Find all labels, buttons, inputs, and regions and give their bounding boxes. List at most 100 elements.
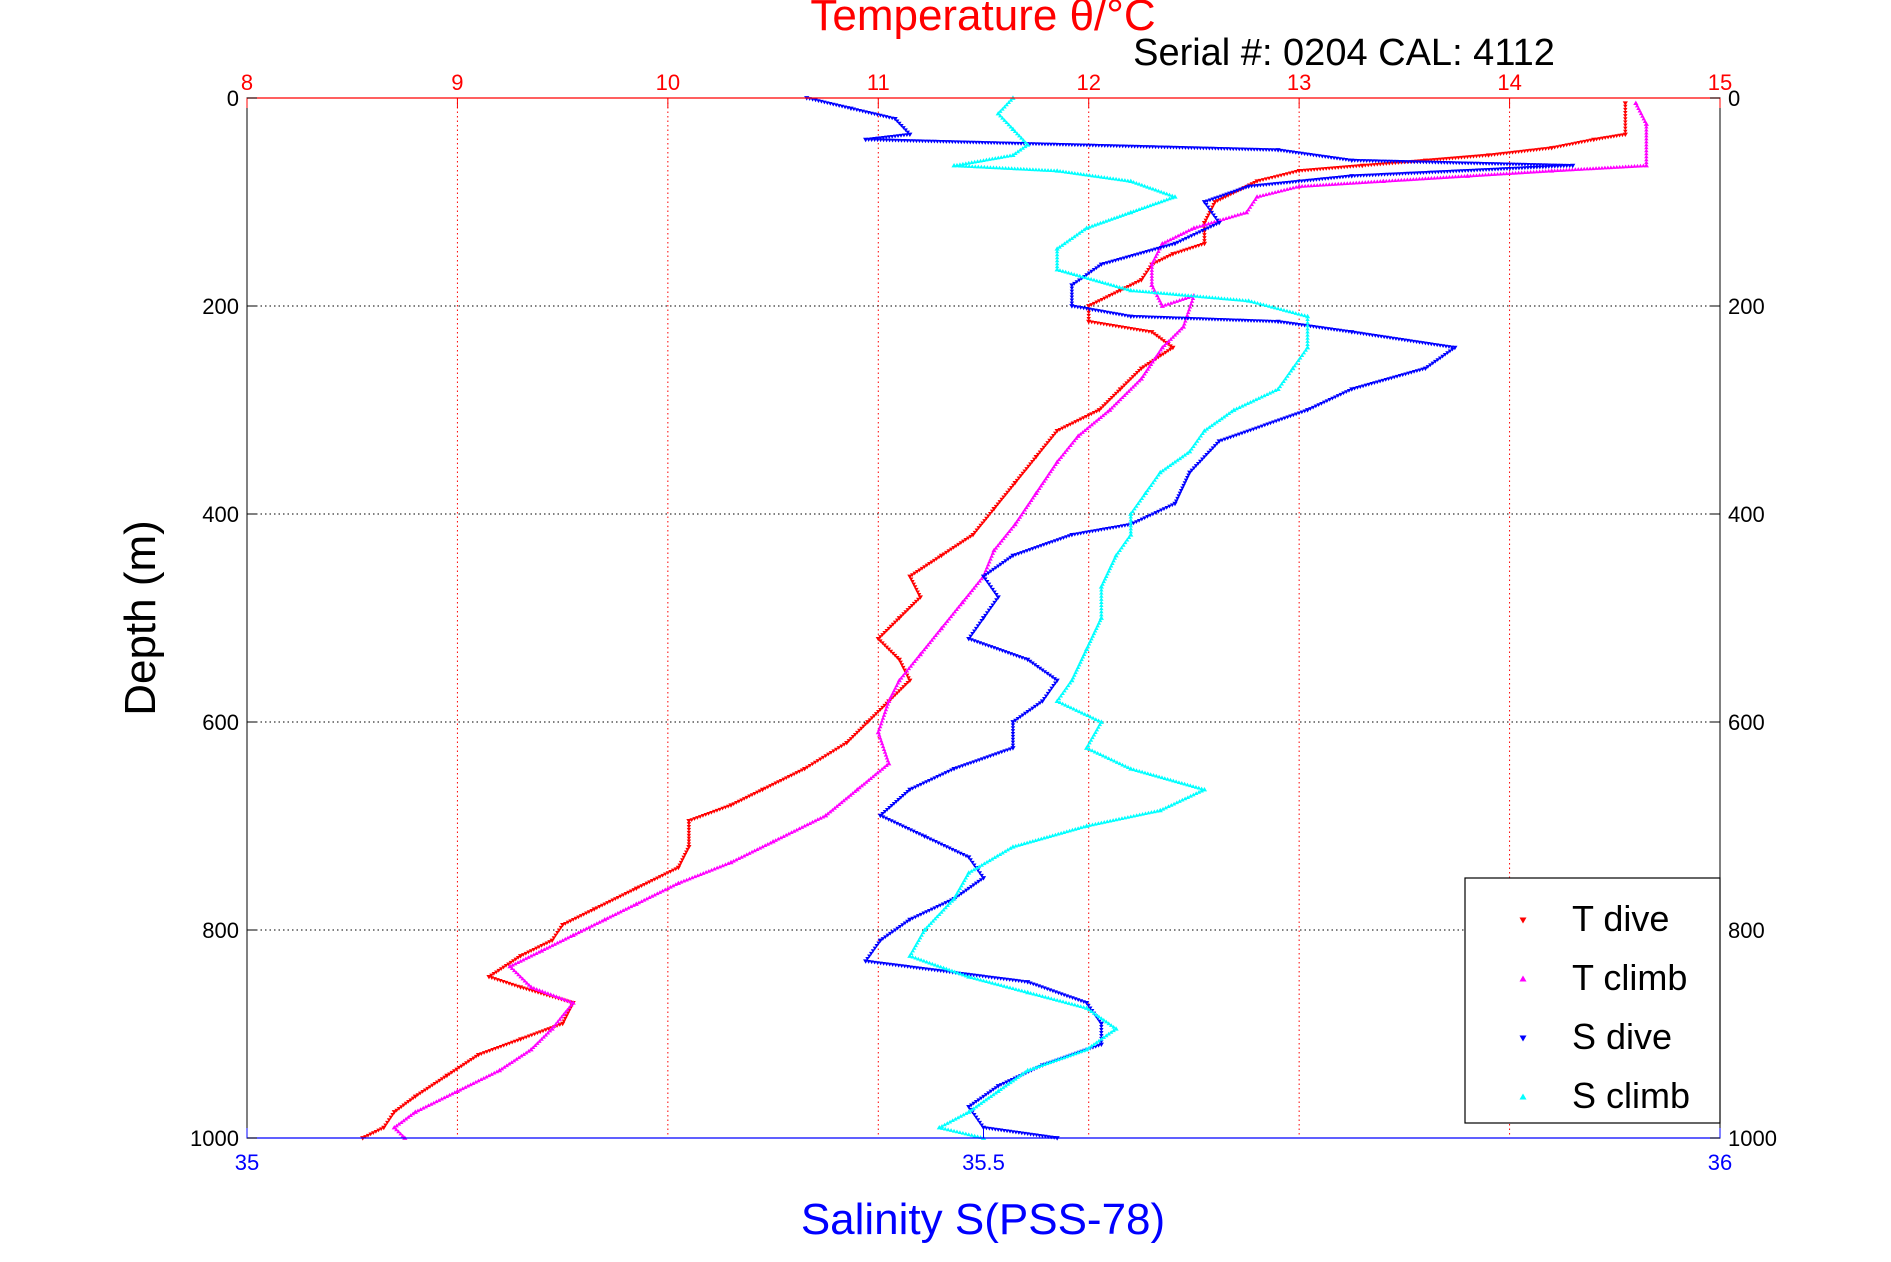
data-point [1391, 172, 1396, 177]
data-point [1149, 261, 1155, 267]
data-point [882, 703, 887, 708]
data-point [1022, 841, 1027, 846]
data-point [466, 1059, 471, 1064]
data-point [1060, 426, 1065, 431]
data-point [977, 578, 982, 583]
data-point [1006, 166, 1011, 170]
data-point [504, 980, 509, 985]
data-point [1069, 170, 1075, 175]
data-point [1094, 278, 1100, 283]
data-point [891, 688, 897, 693]
data-point [1077, 231, 1082, 235]
data-point [884, 138, 889, 143]
data-point [875, 961, 880, 965]
data-point [1176, 494, 1181, 498]
data-point [978, 977, 983, 982]
data-point [700, 814, 706, 818]
data-point [685, 847, 690, 852]
data-point [526, 982, 532, 987]
data-point [1234, 406, 1239, 411]
data-point [877, 813, 883, 819]
data-point [891, 802, 897, 806]
data-point [1064, 239, 1070, 244]
data-point [1330, 396, 1335, 401]
data-point [1513, 166, 1519, 171]
data-point [953, 1116, 958, 1121]
data-point [998, 113, 1003, 118]
data-point [1302, 183, 1308, 188]
data-point [998, 1087, 1003, 1092]
data-point [1000, 649, 1005, 653]
data-point [843, 796, 849, 801]
data-point [1049, 996, 1054, 1001]
data-point [1008, 98, 1014, 102]
data-point [690, 875, 695, 880]
data-point [1254, 319, 1260, 324]
data-point [928, 921, 934, 925]
data-point [972, 639, 977, 643]
data-point [1302, 168, 1308, 173]
data-point [1104, 574, 1109, 578]
depth-tick-label-left: 400 [202, 502, 239, 527]
data-point [1412, 160, 1417, 165]
data-point [508, 960, 514, 965]
data-point [591, 907, 597, 912]
data-point [949, 768, 954, 773]
data-point [986, 514, 991, 519]
data-point [1148, 483, 1154, 487]
data-point [939, 909, 944, 914]
data-point [909, 951, 914, 955]
data-point [599, 903, 605, 908]
data-point [1117, 761, 1122, 766]
data-point [1311, 168, 1317, 172]
data-point [1375, 179, 1380, 184]
data-point [1154, 251, 1160, 256]
data-point [778, 835, 784, 840]
data-point [1114, 144, 1119, 149]
data-point [1096, 1014, 1102, 1019]
data-point [1068, 443, 1073, 447]
data-point [877, 938, 883, 943]
data-point [1047, 988, 1053, 993]
data-point [515, 1038, 520, 1043]
data-point [768, 840, 773, 845]
data-point [1486, 162, 1492, 166]
data-point [1576, 167, 1581, 171]
data-point [929, 777, 935, 782]
data-point [1165, 238, 1170, 243]
data-point [1187, 246, 1193, 251]
data-point [927, 562, 932, 566]
data-point [1245, 429, 1250, 434]
data-point [1074, 708, 1079, 712]
data-point [1317, 177, 1322, 182]
data-point [1456, 174, 1461, 179]
data-point [1134, 504, 1139, 508]
data-point [1293, 311, 1298, 315]
data-point [1644, 160, 1649, 165]
data-point [695, 873, 700, 878]
data-point [698, 872, 703, 876]
data-point [686, 839, 692, 844]
data-point [945, 1121, 950, 1125]
data-point [1000, 115, 1005, 120]
data-point [966, 1132, 971, 1137]
data-point [996, 155, 1001, 160]
data-point [494, 1069, 500, 1074]
data-point [1345, 181, 1350, 185]
data-point [1027, 142, 1033, 146]
data-point [1077, 662, 1082, 667]
data-point [924, 925, 929, 930]
data-point [1149, 315, 1155, 320]
data-point [1028, 462, 1033, 467]
data-point [1263, 319, 1269, 324]
data-point [1016, 979, 1021, 984]
data-point [1083, 649, 1088, 654]
data-point [1147, 185, 1153, 190]
data-point [563, 921, 568, 926]
data-point [1170, 503, 1175, 508]
data-point [1552, 164, 1557, 169]
data-point [1013, 1076, 1018, 1081]
data-point [1112, 758, 1117, 763]
data-point [1216, 146, 1221, 151]
data-point [1152, 357, 1157, 362]
